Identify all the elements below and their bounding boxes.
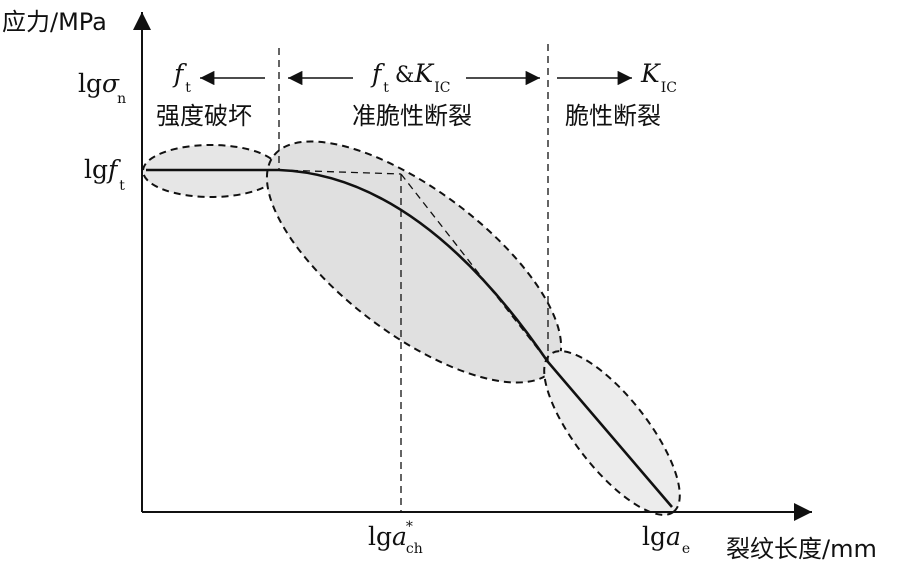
- brittle-fracture-label: 脆性断裂: [565, 102, 661, 130]
- strength-curve: [146, 168, 673, 508]
- y-axis-title: 应力/MPa: [2, 8, 107, 36]
- quasi-brittle-label: 准脆性断裂: [352, 102, 472, 130]
- x-tick-lg-ach: lga* ch: [368, 519, 423, 557]
- ft-asymptote-extension: [278, 169, 402, 175]
- y-tick-lg-ft: lgft: [84, 155, 125, 194]
- y-tick-lg-sigma: lgσ n: [78, 69, 126, 107]
- x-axis-title: 裂纹长度/mm: [726, 535, 877, 563]
- quasi-brittle-zone-ellipse: [265, 140, 563, 384]
- lefm-asymptote-extension: [400, 173, 549, 363]
- brittle-param-label: KIC: [640, 59, 677, 96]
- strength-failure-label: 强度破坏: [156, 102, 252, 130]
- quasi-param-label: f t &KIC: [370, 59, 450, 96]
- x-tick-lg-ae: lgae: [642, 522, 690, 557]
